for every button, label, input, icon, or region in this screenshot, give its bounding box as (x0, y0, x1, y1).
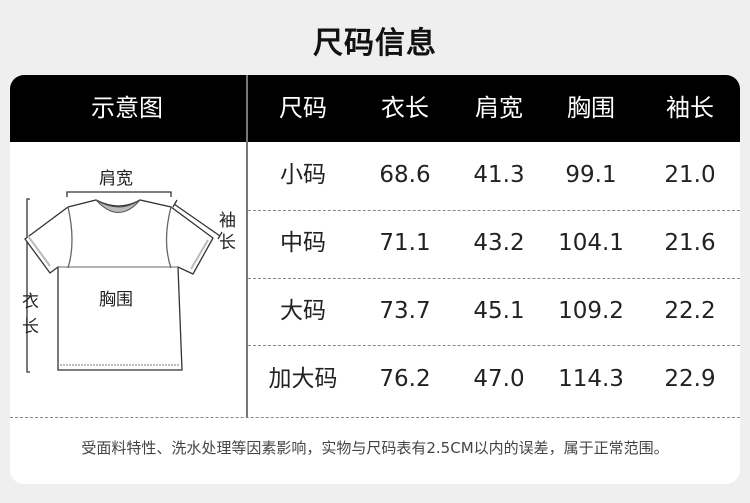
cell-sleeve: 22.2 (664, 298, 716, 324)
table-row: 大码 73.7 45.1 109.2 22.2 (246, 278, 740, 345)
cell-size: 加大码 (268, 366, 338, 392)
cell-chest: 104.1 (558, 230, 624, 256)
header-length: 衣长 (381, 94, 429, 122)
tshirt-diagram: 肩宽 袖长 胸围 衣长 (10, 142, 246, 417)
table-header: 示意图 尺码 衣长 肩宽 胸围 袖长 (10, 75, 740, 142)
header-sleeve: 袖长 (666, 94, 714, 122)
table-row: 小码 68.6 41.3 99.1 21.0 (246, 142, 740, 209)
cell-chest: 114.3 (558, 366, 624, 392)
header-diagram: 示意图 (91, 94, 163, 122)
cell-length: 76.2 (379, 366, 431, 392)
cell-shoulder: 43.2 (473, 230, 525, 256)
cell-sleeve: 21.6 (664, 230, 716, 256)
row-divider (248, 278, 740, 279)
size-chart-card: 示意图 尺码 衣长 肩宽 胸围 袖长 肩宽 袖长 胸围 衣长 小码 68.6 (10, 75, 740, 484)
label-shoulder: 肩宽 (99, 169, 133, 189)
cell-size: 大码 (280, 298, 326, 324)
cell-chest: 109.2 (558, 298, 624, 324)
table-row: 中码 71.1 43.2 104.1 21.6 (246, 210, 740, 277)
row-divider (248, 345, 740, 346)
cell-chest: 99.1 (565, 162, 617, 188)
disclaimer-note: 受面料特性、洗水处理等因素影响，实物与尺码表有2.5CM以内的误差，属于正常范围… (81, 439, 669, 457)
label-length: 衣长 (22, 292, 39, 337)
cell-length: 68.6 (379, 162, 431, 188)
row-divider (248, 210, 740, 211)
cell-shoulder: 41.3 (473, 162, 525, 188)
cell-length: 71.1 (379, 230, 431, 256)
tshirt-icon (24, 191, 223, 373)
header-chest: 胸围 (567, 94, 615, 122)
label-sleeve: 袖长 (219, 211, 236, 253)
cell-shoulder: 47.0 (473, 366, 525, 392)
cell-length: 73.7 (379, 298, 431, 324)
cell-sleeve: 21.0 (664, 162, 716, 188)
label-chest: 胸围 (99, 290, 133, 310)
cell-sleeve: 22.9 (664, 366, 716, 392)
cell-shoulder: 45.1 (473, 298, 525, 324)
header-size: 尺码 (279, 94, 327, 122)
column-divider (246, 75, 248, 417)
page-title: 尺码信息 (313, 26, 437, 61)
header-shoulder: 肩宽 (475, 94, 523, 122)
table-row: 加大码 76.2 47.0 114.3 22.9 (246, 346, 740, 413)
table-bottom-divider (10, 417, 740, 418)
cell-size: 中码 (280, 230, 326, 256)
cell-size: 小码 (280, 162, 326, 188)
